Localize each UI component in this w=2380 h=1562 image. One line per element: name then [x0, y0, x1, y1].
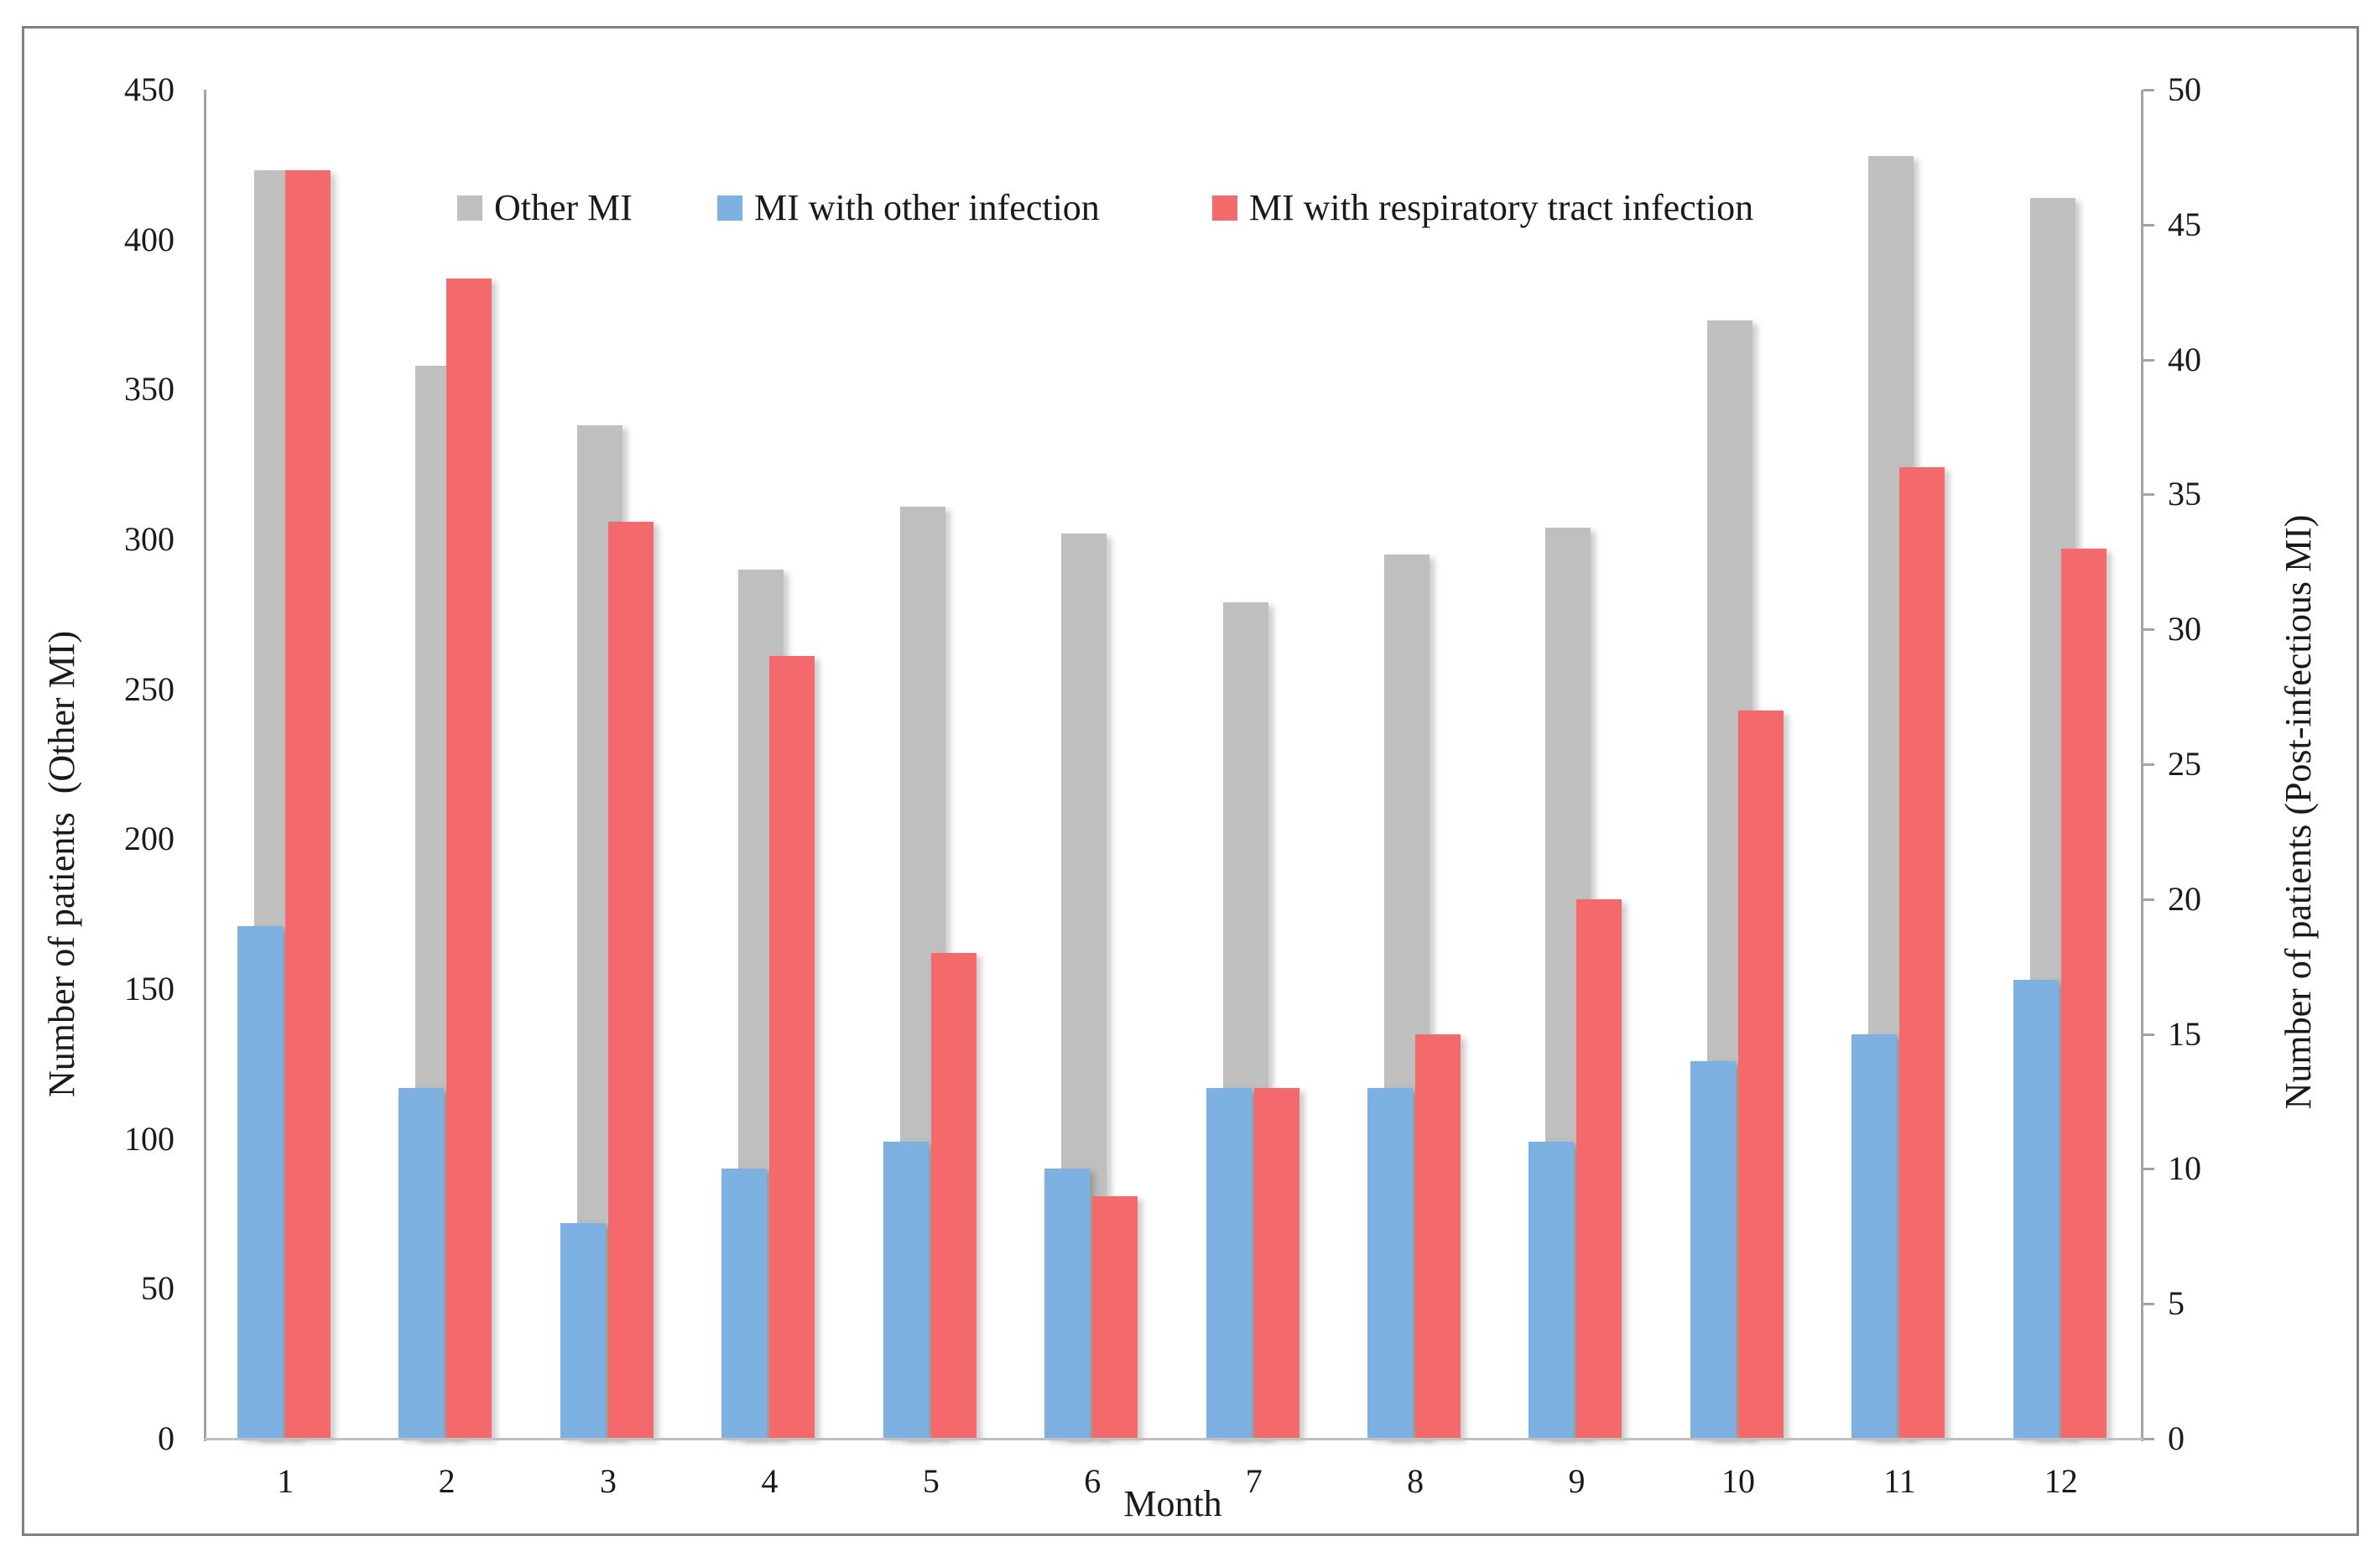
y-tick-mark-right-0 — [2143, 1438, 2154, 1440]
legend-label-1: Other MI — [494, 187, 633, 228]
x-tick-label-4: 4 — [761, 1462, 779, 1500]
y-tick-label-right-0: 0 — [2168, 1419, 2185, 1457]
x-tick-label-5: 5 — [922, 1462, 940, 1500]
bar-mi-other-infection-month-7 — [1206, 1087, 1252, 1439]
legend-swatch-1 — [457, 195, 482, 221]
legend-item-3: MI with respiratory tract infection — [1212, 186, 1753, 230]
y-tick-label-left-50: 50 — [141, 1269, 174, 1308]
y-tick-mark-right-25 — [2143, 763, 2154, 766]
x-tick-label-12: 12 — [2044, 1462, 2078, 1500]
x-tick-label-10: 10 — [1721, 1462, 1755, 1500]
y-tick-label-left-100: 100 — [124, 1119, 174, 1158]
y-tick-label-right-35: 35 — [2168, 475, 2201, 513]
x-tick-label-2: 2 — [438, 1462, 456, 1500]
bar-mi-other-infection-month-6 — [1044, 1169, 1091, 1439]
x-axis-line — [205, 1438, 2143, 1440]
bar-mi-other-infection-month-8 — [1367, 1087, 1413, 1439]
bar-mi-other-infection-month-11 — [1851, 1034, 1898, 1439]
y-tick-mark-right-40 — [2143, 358, 2154, 362]
y-tick-mark-right-10 — [2143, 1168, 2154, 1171]
legend-item-1: Other MI — [457, 186, 633, 230]
legend-swatch-2 — [717, 195, 742, 221]
bar-mi-other-infection-month-9 — [1529, 1142, 1575, 1439]
x-tick-label-11: 11 — [1883, 1462, 1916, 1500]
bar-mi-other-infection-month-5 — [883, 1142, 929, 1439]
bar-mi-other-infection-month-12 — [2013, 980, 2059, 1439]
y-tick-label-left-150: 150 — [124, 970, 174, 1007]
legend-label-2: MI with other infection — [754, 187, 1100, 228]
bar-mi-other-infection-month-10 — [1690, 1060, 1736, 1439]
bar-mi-respiratory-infection-month-2 — [446, 279, 492, 1439]
bar-mi-respiratory-infection-month-1 — [285, 170, 331, 1439]
x-tick-label-6: 6 — [1084, 1462, 1101, 1500]
figure-frame — [22, 26, 2359, 1536]
y-tick-mark-right-15 — [2143, 1033, 2154, 1036]
bar-mi-respiratory-infection-month-5 — [930, 953, 976, 1439]
y-tick-label-right-50: 50 — [2168, 70, 2201, 108]
bar-mi-other-infection-month-4 — [721, 1169, 768, 1439]
y-tick-label-right-5: 5 — [2168, 1284, 2185, 1323]
bar-mi-respiratory-infection-month-10 — [1737, 710, 1784, 1439]
x-tick-label-9: 9 — [1568, 1462, 1586, 1500]
y-tick-label-left-0: 0 — [158, 1419, 174, 1457]
bar-mi-respiratory-infection-month-8 — [1414, 1034, 1461, 1439]
y-tick-label-right-15: 15 — [2168, 1014, 2201, 1053]
y-tick-label-left-250: 250 — [124, 669, 174, 708]
legend-label-3: MI with respiratory tract infection — [1249, 187, 1754, 228]
legend-item-2: MI with other infection — [717, 186, 1100, 230]
bar-mi-respiratory-infection-month-9 — [1576, 898, 1622, 1439]
y-tick-mark-right-45 — [2143, 223, 2154, 226]
bar-mi-respiratory-infection-month-7 — [1253, 1087, 1299, 1439]
bar-mi-respiratory-infection-month-11 — [1899, 467, 1945, 1439]
y-tick-label-right-45: 45 — [2168, 205, 2201, 243]
bar-mi-respiratory-infection-month-3 — [607, 521, 654, 1439]
bar-mi-other-infection-month-1 — [237, 925, 283, 1439]
y-tick-label-left-450: 450 — [124, 70, 174, 108]
y-tick-label-right-10: 10 — [2168, 1149, 2201, 1188]
bar-mi-respiratory-infection-month-12 — [2060, 548, 2107, 1439]
y-axis-right-line — [2141, 90, 2143, 1441]
y-tick-label-left-350: 350 — [124, 370, 174, 409]
x-tick-label-3: 3 — [600, 1462, 617, 1500]
legend-swatch-3 — [1212, 195, 1237, 221]
x-tick-label-8: 8 — [1407, 1462, 1424, 1500]
y-tick-label-left-300: 300 — [124, 520, 174, 558]
y-tick-label-left-200: 200 — [124, 820, 174, 858]
y-tick-mark-right-50 — [2143, 89, 2154, 91]
y-tick-mark-right-20 — [2143, 898, 2154, 901]
y-tick-label-right-20: 20 — [2168, 879, 2201, 918]
y-tick-mark-right-30 — [2143, 628, 2154, 632]
bar-mi-other-infection-month-2 — [398, 1087, 445, 1439]
x-tick-label-1: 1 — [277, 1462, 294, 1500]
x-tick-label-7: 7 — [1245, 1462, 1263, 1500]
y-axis-left-line — [204, 90, 206, 1441]
y-axis-title-right: Number of patients (Post-infectious MI) — [2278, 514, 2319, 1110]
bar-mi-other-infection-month-3 — [560, 1222, 606, 1439]
y-tick-mark-right-35 — [2143, 493, 2154, 497]
y-tick-label-left-400: 400 — [124, 220, 174, 258]
y-tick-label-right-40: 40 — [2168, 340, 2201, 378]
y-tick-label-right-25: 25 — [2168, 745, 2201, 783]
bar-mi-respiratory-infection-month-4 — [769, 656, 815, 1439]
bar-mi-respiratory-infection-month-6 — [1092, 1195, 1138, 1439]
y-tick-mark-right-5 — [2143, 1303, 2154, 1306]
x-axis-title: Month — [1123, 1483, 1222, 1524]
y-tick-label-right-30: 30 — [2168, 610, 2201, 648]
